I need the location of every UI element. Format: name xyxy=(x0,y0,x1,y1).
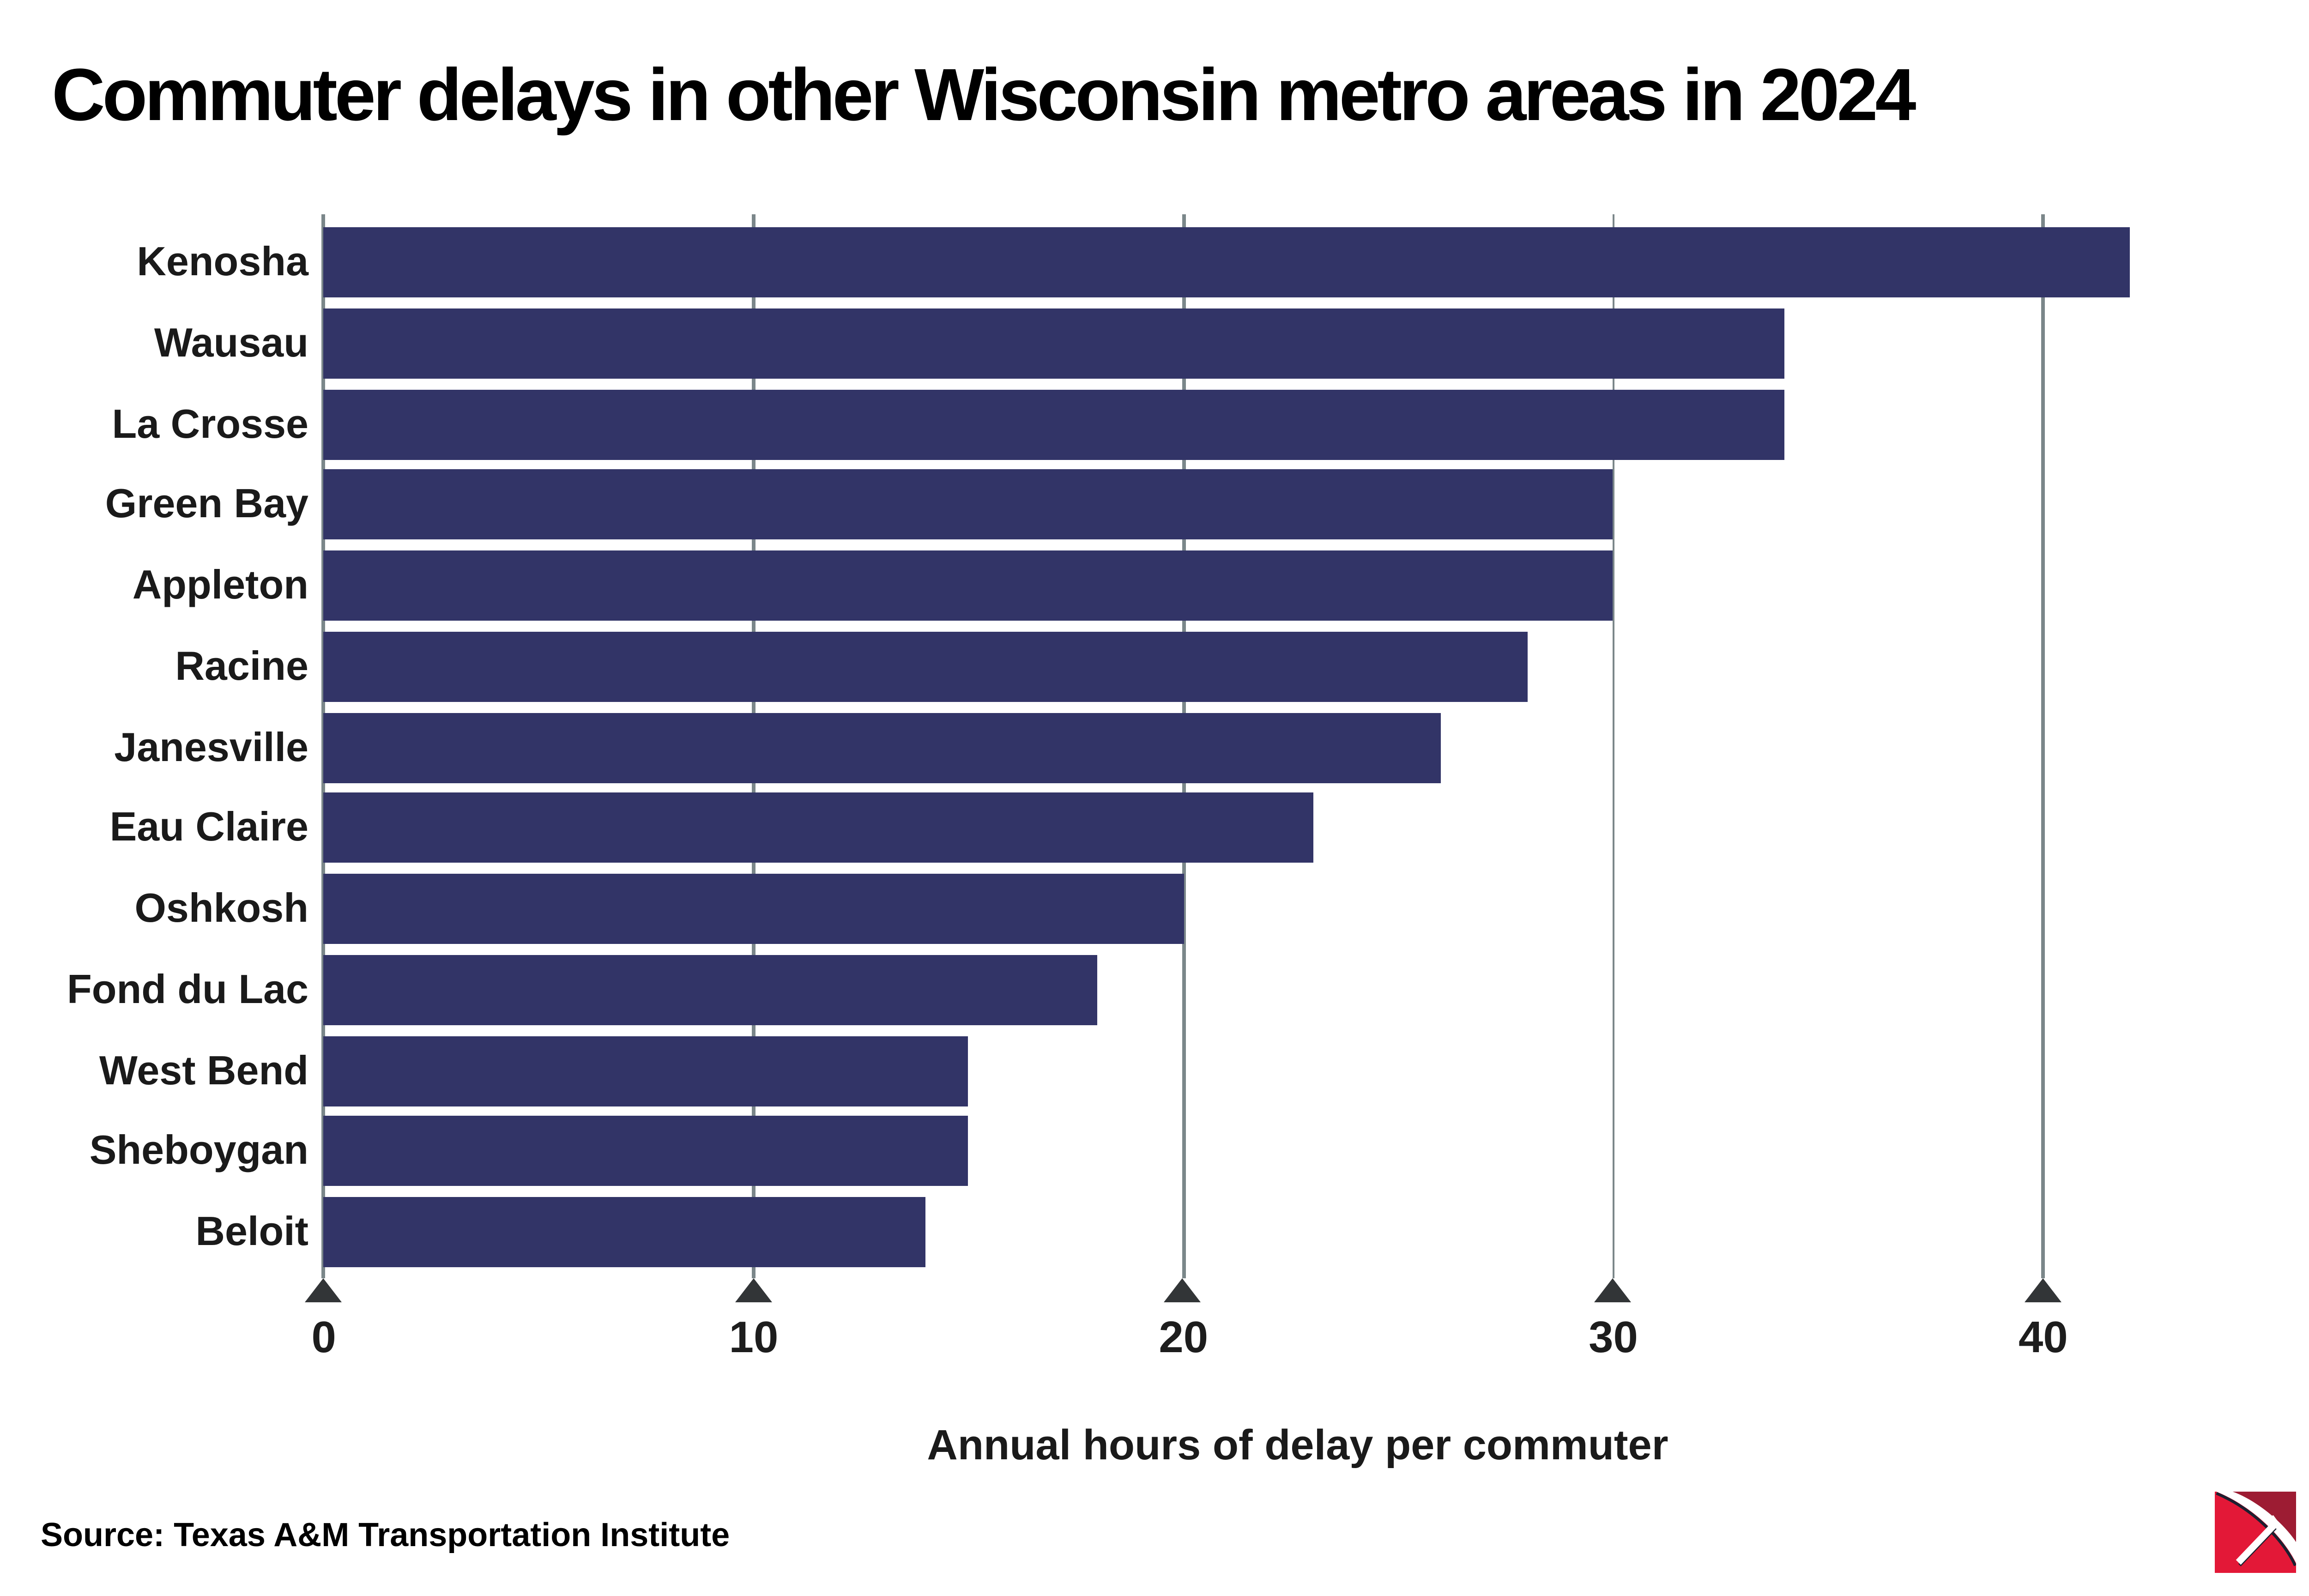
tick-marker-icon xyxy=(1164,1278,1202,1302)
x-axis-title: Annual hours of delay per commuter xyxy=(927,1421,1668,1469)
gridline xyxy=(322,214,326,1278)
bar xyxy=(324,874,1184,944)
bar xyxy=(324,389,1785,459)
category-label: Wausau xyxy=(154,319,308,366)
tick-marker-icon xyxy=(734,1278,772,1302)
x-tick-label: 0 xyxy=(311,1313,336,1363)
category-label: La Crosse xyxy=(112,400,308,447)
category-label: Sheboygan xyxy=(89,1127,308,1174)
chart-title: Commuter delays in other Wisconsin metro… xyxy=(52,55,1916,137)
gridline xyxy=(1612,214,1615,1278)
category-label: Eau Claire xyxy=(109,804,308,851)
bar xyxy=(324,1116,969,1187)
x-tick-label: 40 xyxy=(2018,1313,2068,1363)
category-label: Racine xyxy=(175,642,308,689)
category-label: Oshkosh xyxy=(134,885,308,931)
bar xyxy=(324,227,2129,297)
logo-dark-region xyxy=(2232,1492,2296,1552)
logo-pick-head xyxy=(2266,1515,2279,1526)
logo-handle xyxy=(2236,1522,2277,1565)
category-label: Beloit xyxy=(195,1208,309,1255)
bar xyxy=(324,1197,926,1268)
bar xyxy=(324,793,1312,864)
tick-marker-icon xyxy=(305,1278,342,1302)
publisher-pickaxe-logo xyxy=(2215,1492,2296,1573)
category-label: Janesville xyxy=(114,723,308,770)
gridline xyxy=(2041,214,2045,1278)
category-label: Appleton xyxy=(132,562,308,608)
bar xyxy=(324,308,1785,379)
category-label: Kenosha xyxy=(137,238,308,284)
bar xyxy=(324,1035,969,1106)
source-note: Source: Texas A&M Transportation Institu… xyxy=(41,1517,730,1554)
category-label: Green Bay xyxy=(105,481,308,527)
bar xyxy=(324,470,1614,540)
tick-marker-icon xyxy=(2024,1278,2061,1302)
x-tick-label: 10 xyxy=(729,1313,779,1363)
category-label: Fond du Lac xyxy=(66,966,308,1012)
logo-blade-shadow xyxy=(2216,1492,2296,1566)
x-tick-label: 30 xyxy=(1589,1313,1638,1363)
bar xyxy=(324,550,1614,621)
bar xyxy=(324,955,1098,1025)
x-tick-label: 20 xyxy=(1159,1313,1209,1363)
tick-marker-icon xyxy=(1594,1278,1632,1302)
bar xyxy=(324,712,1442,783)
logo-blade xyxy=(2216,1492,2296,1563)
category-label: West Bend xyxy=(99,1046,308,1093)
bar xyxy=(324,631,1528,702)
